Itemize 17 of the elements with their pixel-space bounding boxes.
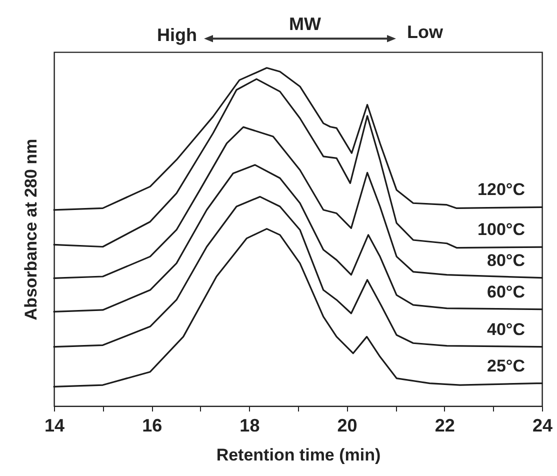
x-tick-label: 20	[337, 416, 358, 436]
series-label: 100°C	[478, 220, 525, 240]
series-label: 40°C	[487, 320, 525, 339]
series-label: 120°C	[478, 180, 525, 200]
y-axis-title: Absorbance at 280 nm	[22, 138, 40, 320]
x-tick-label: 22	[434, 416, 455, 436]
x-tick-label: 24	[532, 416, 553, 436]
series-label: 60°C	[487, 282, 525, 302]
x-axis-title: Retention time (min)	[216, 446, 381, 464]
text: Low	[407, 22, 444, 42]
x-tick-label: 18	[240, 416, 260, 436]
series-label: 25°C	[487, 356, 525, 376]
x-tick-label: 14	[44, 416, 65, 436]
x-tick-label: 16	[142, 416, 162, 436]
series-label: 80°C	[487, 250, 525, 270]
text: High	[157, 25, 197, 45]
text: MW	[289, 14, 321, 34]
